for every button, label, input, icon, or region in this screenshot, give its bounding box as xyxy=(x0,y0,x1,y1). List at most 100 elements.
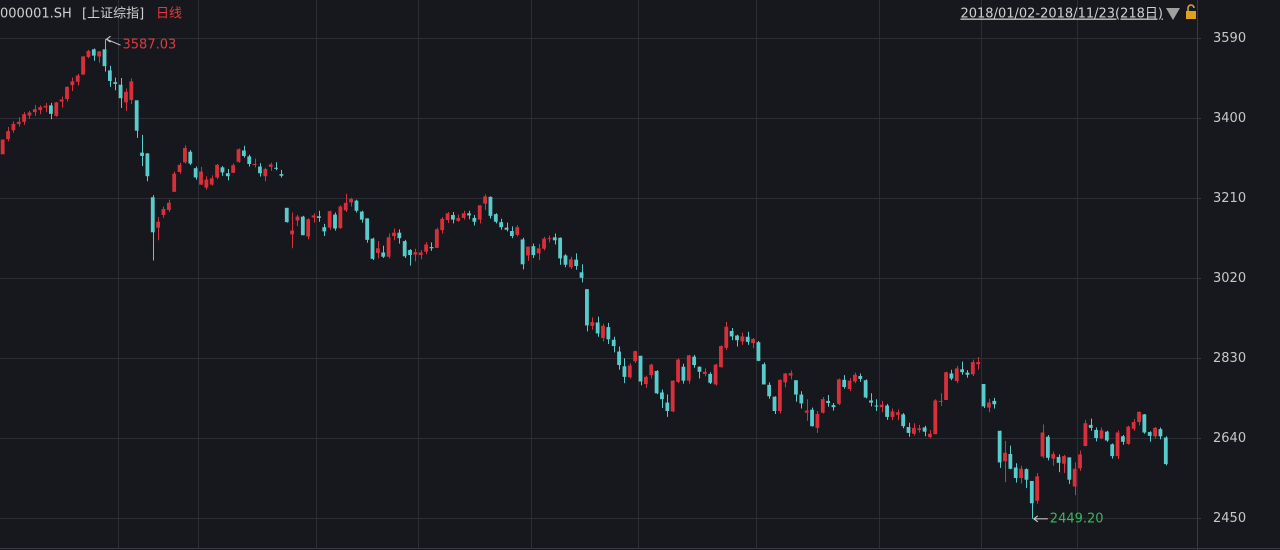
candle-body xyxy=(392,232,396,237)
candle-body xyxy=(563,255,568,265)
candle-body xyxy=(493,214,498,222)
candle-body xyxy=(113,82,118,84)
candle-body xyxy=(815,413,820,428)
candle-body xyxy=(440,218,445,231)
candle-body xyxy=(134,100,139,131)
candle-body xyxy=(585,289,589,326)
candle-body xyxy=(177,164,182,172)
candle-body xyxy=(499,222,504,228)
candle-body xyxy=(547,238,552,240)
annotation-arrowhead xyxy=(1032,515,1039,523)
candle-body xyxy=(954,368,959,382)
candle-body xyxy=(359,211,364,220)
candle-body xyxy=(622,366,627,377)
candle-body xyxy=(649,364,654,376)
candle-body xyxy=(761,364,766,385)
candle-body xyxy=(1126,426,1131,444)
candle-body xyxy=(75,75,80,82)
candle-body xyxy=(654,370,659,394)
candle-body xyxy=(370,238,375,259)
candle-body xyxy=(274,167,278,169)
candle-body xyxy=(606,327,611,340)
dropdown-icon[interactable] xyxy=(1166,8,1180,20)
candle-body xyxy=(300,216,305,236)
candle-body xyxy=(488,196,493,216)
annotation-arrow xyxy=(106,38,121,46)
candle-body xyxy=(992,400,997,405)
candle-body xyxy=(558,237,563,259)
index-name: [上证综指] xyxy=(82,7,144,22)
candle-body xyxy=(1094,429,1099,438)
candle-body xyxy=(402,241,407,257)
lock-body xyxy=(1186,11,1196,19)
candle-body xyxy=(317,216,321,218)
candle-body xyxy=(1051,453,1056,459)
candle-body xyxy=(745,336,750,342)
candle-body xyxy=(413,252,418,255)
candle-body xyxy=(199,171,203,185)
candle-body xyxy=(424,244,429,252)
candle-body xyxy=(568,259,573,268)
lock-icon[interactable] xyxy=(1186,4,1196,19)
candle-body xyxy=(670,380,675,412)
candle-body xyxy=(970,362,975,375)
candle-body xyxy=(976,362,981,365)
candle-body xyxy=(456,217,461,221)
candle-body xyxy=(697,366,702,372)
candle-body xyxy=(140,152,144,156)
candle-body xyxy=(306,219,311,237)
candle-body xyxy=(1131,421,1136,429)
candle-body xyxy=(209,178,214,185)
candle-body xyxy=(183,147,187,163)
y-tick-label: 3590 xyxy=(1213,31,1246,46)
candle-body xyxy=(343,202,348,211)
candle-body xyxy=(102,49,107,67)
candle-body xyxy=(531,246,536,256)
candle-body xyxy=(472,217,477,222)
candle-body xyxy=(842,379,847,387)
candle-body xyxy=(375,248,380,253)
y-tick-label: 3210 xyxy=(1213,191,1246,206)
candle-body xyxy=(477,205,482,220)
annotation-label: 2449.20 xyxy=(1050,511,1104,526)
candle-body xyxy=(1153,427,1157,437)
candle-body xyxy=(11,123,16,131)
candle-body xyxy=(215,164,219,178)
candle-body xyxy=(43,105,48,108)
candle-body xyxy=(107,70,112,81)
candle-body xyxy=(161,209,166,215)
candle-body xyxy=(735,335,739,341)
candle-body xyxy=(322,227,327,232)
candle-body xyxy=(1083,423,1088,446)
candle-body xyxy=(1163,437,1168,465)
candle-body xyxy=(1056,456,1061,463)
y-tick-label: 2450 xyxy=(1213,511,1246,526)
symbol: 000001.SH xyxy=(0,7,72,22)
y-tick-label: 3020 xyxy=(1213,271,1246,286)
candle-body xyxy=(204,179,209,188)
date-range[interactable]: 2018/01/02-2018/11/23(218日) xyxy=(960,7,1163,22)
candle-body xyxy=(1008,453,1013,469)
candle-body xyxy=(643,376,648,385)
candle-body xyxy=(27,112,32,116)
candle-body xyxy=(166,202,171,210)
candle-body xyxy=(258,166,262,174)
candle-body xyxy=(767,384,772,397)
candle-body xyxy=(938,400,943,402)
candle-body xyxy=(601,325,605,339)
candle-body xyxy=(965,372,970,375)
candle-body xyxy=(692,356,697,366)
candle-body xyxy=(1040,432,1045,457)
candle-body xyxy=(65,86,69,100)
candle-body xyxy=(777,379,782,411)
candle-body xyxy=(408,249,412,256)
candle-body xyxy=(145,153,150,177)
candle-body xyxy=(724,326,729,348)
candle-body xyxy=(188,151,193,164)
candle-body xyxy=(252,163,257,165)
candle-body xyxy=(1147,432,1152,436)
candle-body xyxy=(381,252,386,257)
